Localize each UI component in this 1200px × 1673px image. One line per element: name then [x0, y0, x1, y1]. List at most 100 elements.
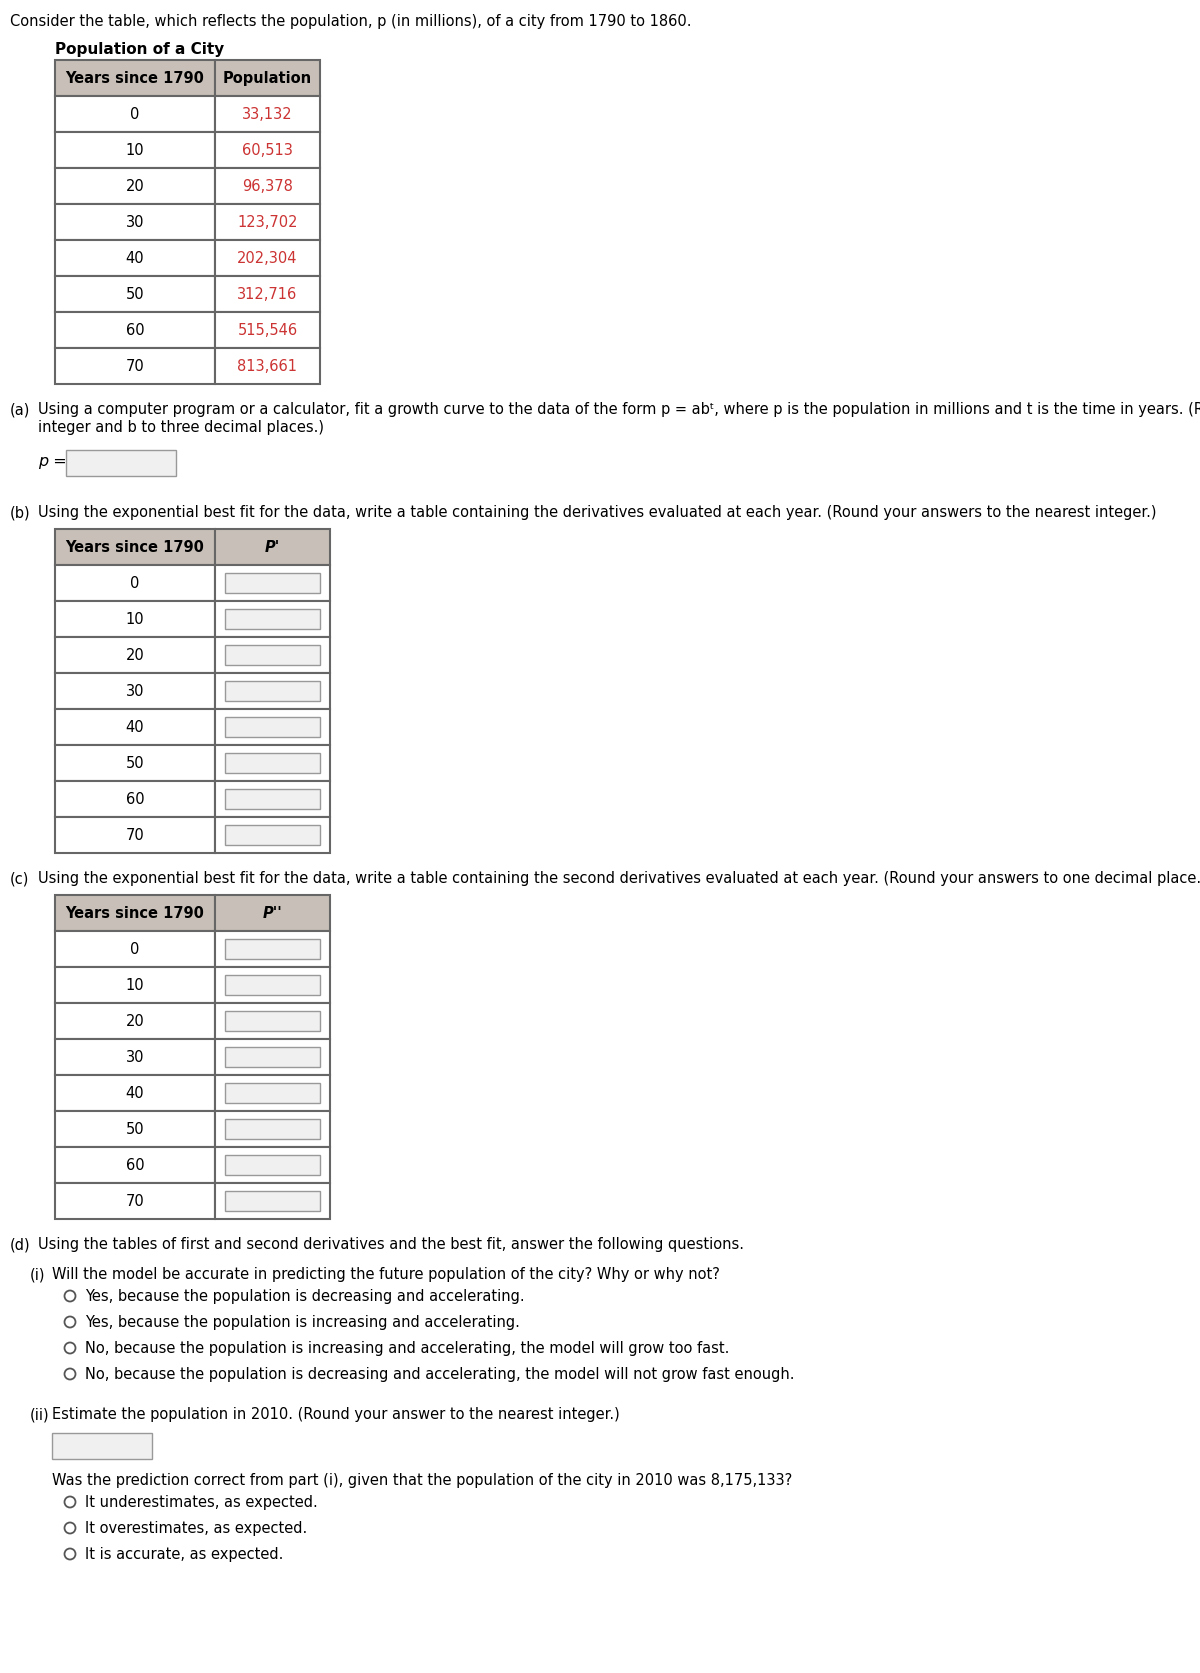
- Text: integer and b to three decimal places.): integer and b to three decimal places.): [38, 420, 324, 435]
- Text: 60: 60: [126, 323, 144, 338]
- Text: 312,716: 312,716: [238, 286, 298, 301]
- Text: It underestimates, as expected.: It underestimates, as expected.: [85, 1496, 318, 1511]
- Text: 123,702: 123,702: [238, 214, 298, 229]
- Text: 0: 0: [131, 942, 139, 957]
- Bar: [215, 60, 320, 95]
- Bar: [55, 529, 215, 565]
- Text: (d): (d): [10, 1236, 31, 1251]
- Text: 60: 60: [126, 1158, 144, 1173]
- Bar: [226, 1191, 320, 1211]
- Bar: [55, 204, 215, 239]
- Bar: [55, 673, 215, 709]
- Text: 30: 30: [126, 1049, 144, 1064]
- Bar: [215, 637, 330, 673]
- Bar: [55, 1039, 215, 1076]
- Bar: [215, 709, 330, 744]
- Text: 40: 40: [126, 251, 144, 266]
- Bar: [215, 781, 330, 816]
- Text: (i): (i): [30, 1266, 46, 1282]
- Text: Population of a City: Population of a City: [55, 42, 224, 57]
- Text: P'': P'': [263, 905, 282, 920]
- Text: Consider the table, which reflects the population, p (in millions), of a city fr: Consider the table, which reflects the p…: [10, 13, 691, 28]
- Bar: [226, 939, 320, 959]
- Bar: [226, 646, 320, 664]
- Text: Years since 1790: Years since 1790: [66, 70, 204, 85]
- Bar: [66, 450, 176, 477]
- Text: Yes, because the population is increasing and accelerating.: Yes, because the population is increasin…: [85, 1315, 520, 1330]
- Bar: [55, 781, 215, 816]
- Bar: [215, 816, 330, 853]
- Text: Was the prediction correct from part (i), given that the population of the city : Was the prediction correct from part (i)…: [52, 1472, 792, 1487]
- Bar: [215, 1004, 330, 1039]
- Bar: [226, 753, 320, 773]
- Text: 20: 20: [126, 1014, 144, 1029]
- Bar: [55, 95, 215, 132]
- Bar: [226, 1154, 320, 1174]
- Bar: [215, 311, 320, 348]
- Bar: [55, 1183, 215, 1220]
- Text: 0: 0: [131, 576, 139, 591]
- Text: p =: p =: [38, 453, 67, 468]
- Text: 60: 60: [126, 791, 144, 806]
- Bar: [55, 1076, 215, 1111]
- Text: It is accurate, as expected.: It is accurate, as expected.: [85, 1548, 283, 1563]
- Text: Years since 1790: Years since 1790: [66, 539, 204, 554]
- Bar: [215, 204, 320, 239]
- Text: 202,304: 202,304: [238, 251, 298, 266]
- Text: No, because the population is increasing and accelerating, the model will grow t: No, because the population is increasing…: [85, 1342, 730, 1357]
- Text: 30: 30: [126, 684, 144, 699]
- Text: (c): (c): [10, 872, 29, 887]
- Text: 515,546: 515,546: [238, 323, 298, 338]
- Text: (ii): (ii): [30, 1407, 49, 1422]
- Bar: [55, 60, 215, 95]
- Bar: [215, 930, 330, 967]
- Bar: [226, 1010, 320, 1031]
- Bar: [55, 637, 215, 673]
- Bar: [215, 1039, 330, 1076]
- Bar: [55, 276, 215, 311]
- Bar: [226, 681, 320, 701]
- Bar: [226, 609, 320, 629]
- Bar: [215, 565, 330, 601]
- Bar: [215, 167, 320, 204]
- Text: 70: 70: [126, 1193, 144, 1208]
- Text: 40: 40: [126, 1086, 144, 1101]
- Text: It overestimates, as expected.: It overestimates, as expected.: [85, 1521, 307, 1536]
- Bar: [226, 1047, 320, 1067]
- Text: 60,513: 60,513: [242, 142, 293, 157]
- Text: 10: 10: [126, 612, 144, 626]
- Text: Using the tables of first and second derivatives and the best fit, answer the fo: Using the tables of first and second der…: [38, 1236, 744, 1251]
- Text: 70: 70: [126, 828, 144, 843]
- Bar: [55, 709, 215, 744]
- Text: 50: 50: [126, 756, 144, 771]
- Bar: [226, 718, 320, 738]
- Bar: [226, 790, 320, 810]
- Bar: [215, 239, 320, 276]
- Bar: [55, 601, 215, 637]
- Bar: [55, 239, 215, 276]
- Bar: [55, 967, 215, 1004]
- Bar: [226, 825, 320, 845]
- Text: 0: 0: [131, 107, 139, 122]
- Text: Will the model be accurate in predicting the future population of the city? Why : Will the model be accurate in predicting…: [52, 1266, 720, 1282]
- Bar: [215, 529, 330, 565]
- Bar: [55, 816, 215, 853]
- Bar: [55, 1004, 215, 1039]
- Bar: [55, 132, 215, 167]
- Bar: [226, 1119, 320, 1139]
- Bar: [55, 930, 215, 967]
- Text: Using a computer program or a calculator, fit a growth curve to the data of the : Using a computer program or a calculator…: [38, 402, 1200, 417]
- Text: 33,132: 33,132: [242, 107, 293, 122]
- Bar: [215, 673, 330, 709]
- Bar: [215, 744, 330, 781]
- Bar: [215, 95, 320, 132]
- Bar: [215, 1183, 330, 1220]
- Bar: [215, 967, 330, 1004]
- Bar: [215, 1111, 330, 1148]
- Text: P': P': [265, 539, 280, 554]
- Bar: [215, 132, 320, 167]
- Bar: [215, 348, 320, 385]
- Text: Estimate the population in 2010. (Round your answer to the nearest integer.): Estimate the population in 2010. (Round …: [52, 1407, 619, 1422]
- Text: 50: 50: [126, 286, 144, 301]
- Text: 40: 40: [126, 719, 144, 734]
